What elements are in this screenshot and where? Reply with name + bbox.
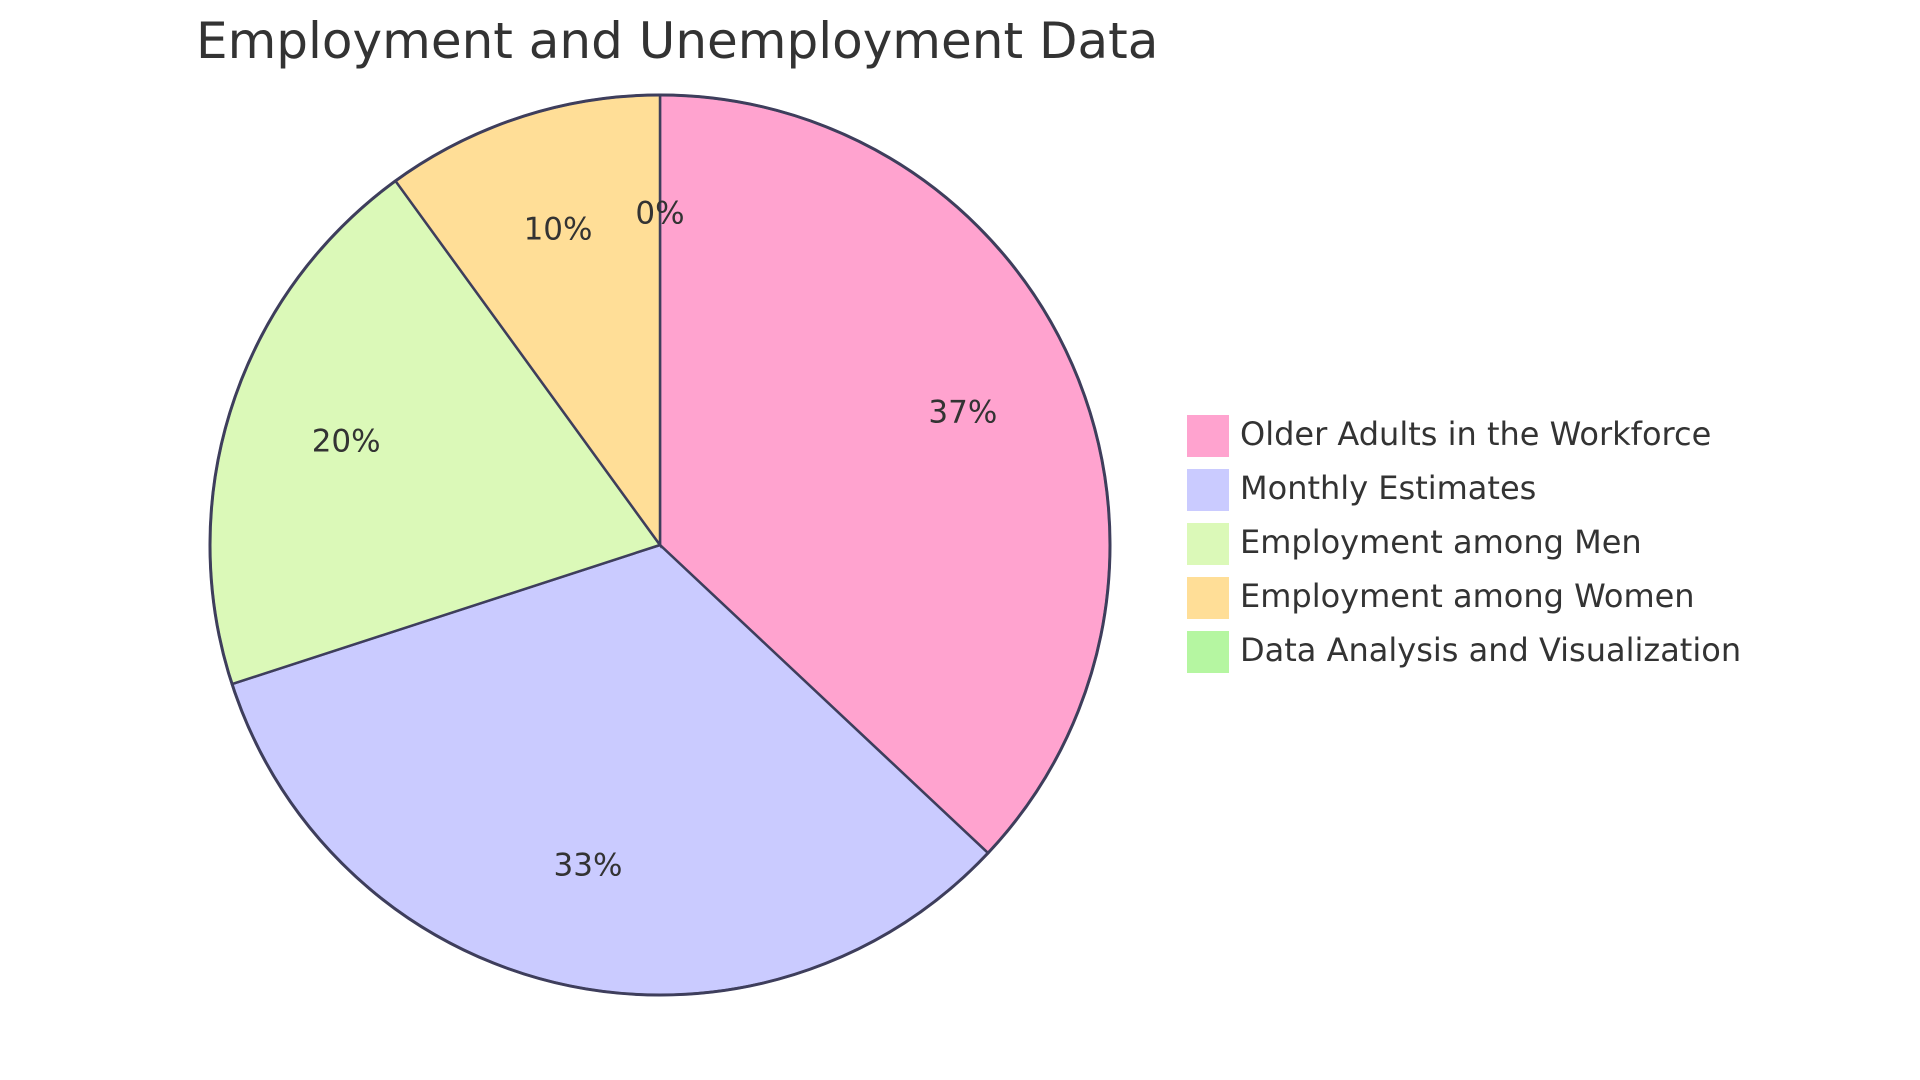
legend-swatch-1 <box>1185 467 1231 513</box>
slice-label-1: 33% <box>554 848 623 884</box>
legend-swatch-3 <box>1185 575 1231 621</box>
legend-label-3: Employment among Women <box>1240 577 1695 615</box>
slice-label-4: 0% <box>635 196 684 232</box>
pie-slices <box>208 93 1112 997</box>
legend-swatch-2 <box>1185 521 1231 567</box>
legend-swatch-4 <box>1185 629 1231 675</box>
legend-label-2: Employment among Men <box>1240 523 1642 561</box>
pie-slice-labels: 37% 33% 20% 10% 0% <box>312 196 998 884</box>
slice-label-3: 10% <box>524 212 593 248</box>
legend: Older Adults in the Workforce Monthly Est… <box>1185 413 1741 675</box>
legend-label-0: Older Adults in the Workforce <box>1240 415 1711 453</box>
legend-label-4: Data Analysis and Visualization <box>1240 631 1741 669</box>
slice-label-2: 20% <box>312 424 381 460</box>
legend-swatch-0 <box>1185 413 1231 459</box>
pie-outline <box>208 93 1112 997</box>
legend-label-1: Monthly Estimates <box>1240 469 1536 507</box>
slice-label-0: 37% <box>928 394 997 430</box>
chart-title: Employment and Unemployment Data <box>196 12 1158 70</box>
